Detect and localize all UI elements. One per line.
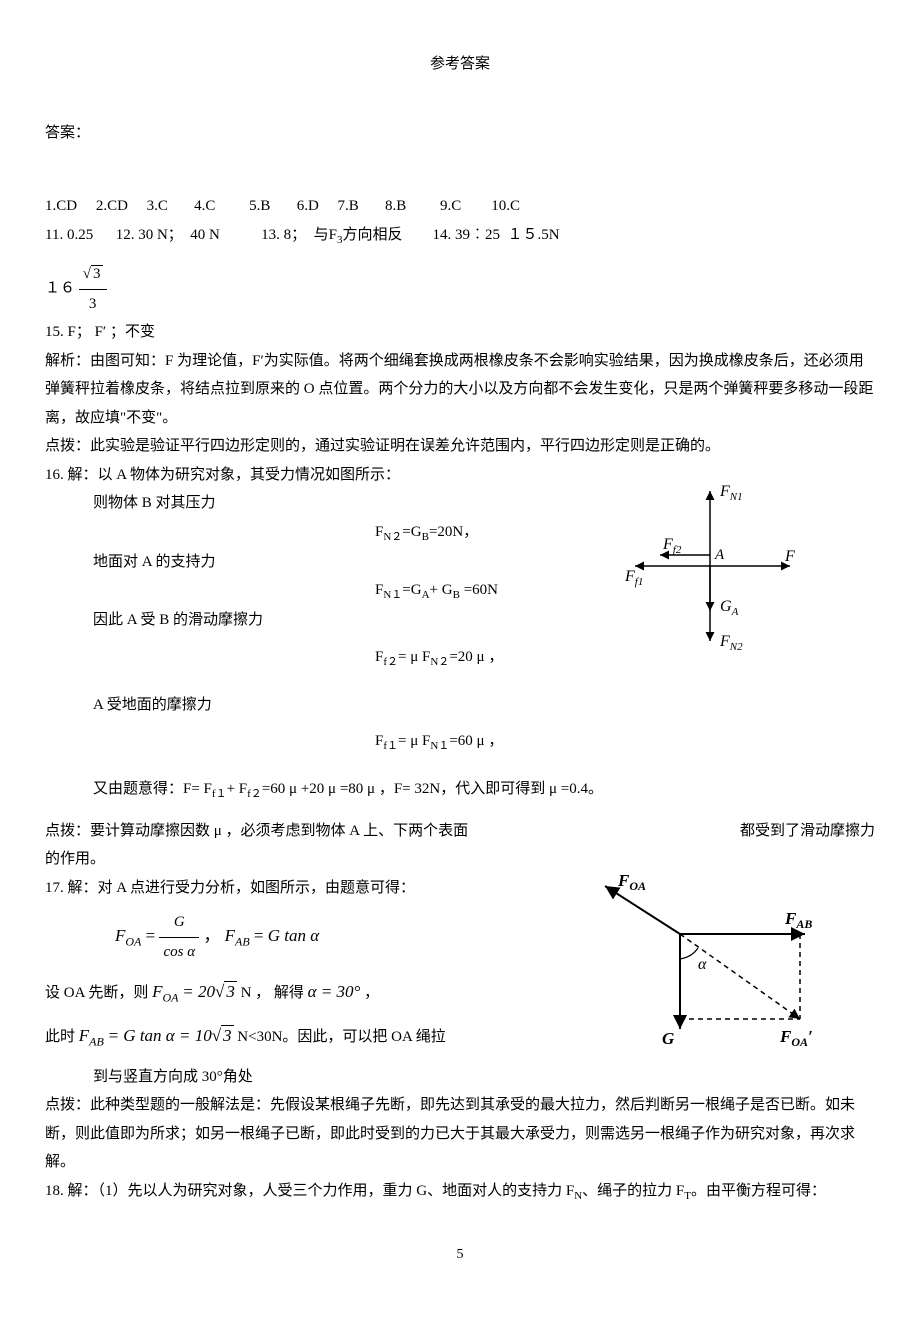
svg-text:Ff2: Ff2 <box>662 536 682 556</box>
q18-head: 18. 解：（1）先以人为研究对象，人受三个力作用，重力 G、地面对人的支持力 … <box>45 1177 875 1207</box>
q16-line5: 又由题意得：F= Ff１+ Ff２=60 μ +20 μ =80 μ ，F= 3… <box>93 775 875 805</box>
svg-text:FAB: FAB <box>784 909 812 931</box>
q16-body-with-figure: FN1 FN2 GA F Ff1 Ff2 A 则物体 B 对其压力 FN２=GB… <box>45 489 875 672</box>
q16-line4: A 受地面的摩擦力 <box>93 691 875 720</box>
svg-text:GA: GA <box>720 598 739 618</box>
vector-diagram-icon: FOA FAB G FOA′ α <box>580 874 840 1054</box>
q15-analysis: 解析：由图可知：F 为理论值，F′为实际值。将两个细绳套换成两根橡皮条不会影响实… <box>45 347 875 433</box>
svg-text:FOA′: FOA′ <box>779 1027 813 1049</box>
svg-text:Ff1: Ff1 <box>624 568 643 588</box>
svg-text:F: F <box>784 548 795 565</box>
answer-16-frac: １６ √3 3 <box>45 260 875 318</box>
page-title: 参考答案 <box>45 50 875 79</box>
short-answers-row: 11. 0.25 12. 30 N； 40 N 13. 8； 与F3方向相反 1… <box>45 221 875 251</box>
q16-eq4: Ff１= μ FN１=60 μ ， <box>45 727 875 757</box>
svg-text:FN1: FN1 <box>719 483 743 503</box>
q16-tip-row: 点拨：要计算动摩擦因数 μ ，必须考虑到物体 A 上、下两个表面 都受到了滑动摩… <box>45 817 875 846</box>
q15-head: 15. F； F′ ；不变 <box>45 318 875 347</box>
svg-text:G: G <box>662 1029 675 1048</box>
q15-tip: 点拨：此实验是验证平行四边形定则的，通过实验证明在误差允许范围内，平行四边形定则… <box>45 432 875 461</box>
svg-text:FN2: FN2 <box>719 633 743 651</box>
svg-text:α: α <box>698 956 707 973</box>
page-number: 5 <box>45 1242 875 1269</box>
q17-tip: 点拨：此种类型题的一般解法是：先假设某根绳子先断，即先达到其承受的最大拉力，然后… <box>45 1091 875 1177</box>
q16-tip2: 的作用。 <box>45 845 875 874</box>
force-diagram-icon: FN1 FN2 GA F Ff1 Ff2 A <box>620 481 800 651</box>
mc-answers-row: 1.CD 2.CD 3.C 4.C 5.B 6.D 7.B 8.B 9.C 10… <box>45 192 875 221</box>
svg-text:A: A <box>714 547 725 563</box>
svg-text:FOA: FOA <box>617 874 646 893</box>
q17-body-with-figure: FOA FAB G FOA′ α 17. 解：对 A 点进行受力分析，如图所示，… <box>45 874 875 1091</box>
section-label: 答案： <box>45 119 875 148</box>
q17-line4: 到与竖直方向成 30°角处 <box>93 1063 875 1092</box>
